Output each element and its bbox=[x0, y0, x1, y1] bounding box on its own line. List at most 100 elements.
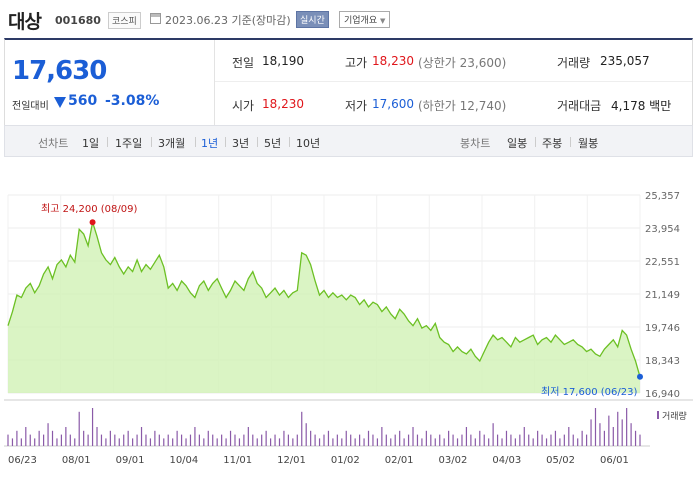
volume-bar bbox=[96, 427, 98, 446]
volume-bar bbox=[16, 430, 18, 446]
volume-bar bbox=[394, 434, 396, 446]
volume-bar bbox=[634, 430, 637, 446]
volume-bar bbox=[434, 438, 436, 446]
volume-legend-swatch bbox=[657, 411, 659, 419]
x-tick-label: 06/23 bbox=[8, 455, 37, 466]
x-tick-label: 06/01 bbox=[600, 455, 629, 466]
y-tick-label: 18,343 bbox=[645, 356, 680, 367]
volume-bar bbox=[483, 434, 485, 446]
tab-period-3m[interactable]: 3개월 bbox=[158, 137, 186, 150]
volume-bar bbox=[154, 430, 156, 446]
volume-bar bbox=[505, 430, 508, 446]
volume-bar bbox=[403, 438, 405, 446]
down-arrow-icon bbox=[54, 97, 66, 108]
volume-bar bbox=[25, 427, 27, 446]
x-tick-label: 11/01 bbox=[223, 455, 252, 466]
volume-bar bbox=[243, 434, 245, 446]
volume-legend-label: 거래량 bbox=[662, 410, 687, 422]
volume-bar bbox=[594, 408, 597, 446]
volume-bar bbox=[29, 434, 31, 446]
volume-bar bbox=[603, 430, 605, 446]
volume-bar bbox=[118, 438, 120, 446]
base-date: 2023.06.23 기준(장마감) bbox=[165, 14, 291, 27]
volume-bar bbox=[278, 438, 281, 446]
tab-candle-daily[interactable]: 일봉 bbox=[507, 137, 528, 150]
stock-header: 대상 001680 코스피 2023.06.23 기준(장마감) 실시간 기업개… bbox=[0, 0, 693, 38]
amount-value: 4,178 백만 bbox=[611, 99, 672, 113]
volume-bar bbox=[465, 427, 468, 446]
volume-bar bbox=[519, 434, 521, 446]
volume-bar bbox=[496, 434, 499, 446]
volume-bar bbox=[412, 427, 414, 446]
volume-bar bbox=[172, 438, 174, 446]
volume-bar bbox=[399, 430, 401, 446]
divider bbox=[107, 137, 108, 147]
volume-bar bbox=[207, 430, 209, 446]
price-line bbox=[7, 222, 641, 377]
volume-bar bbox=[198, 434, 200, 446]
volume-bar bbox=[510, 434, 512, 446]
divider bbox=[151, 137, 152, 147]
volume-bar bbox=[554, 430, 557, 446]
volume-bar bbox=[100, 434, 103, 446]
high-value: 18,230 bbox=[372, 54, 414, 68]
volume-bar bbox=[34, 438, 36, 446]
prev-close-label: 전일 bbox=[232, 56, 255, 70]
company-name: 대상 bbox=[8, 11, 42, 33]
volume-bar bbox=[363, 438, 365, 446]
y-tick-label: 16,940 bbox=[645, 389, 680, 400]
volume-bar bbox=[572, 434, 574, 446]
volume-bar bbox=[367, 430, 370, 446]
volume-bar bbox=[20, 438, 22, 446]
tab-period-1y[interactable]: 1년 bbox=[201, 137, 219, 150]
volume-bar bbox=[51, 430, 54, 446]
volume-bar bbox=[425, 430, 427, 446]
volume-bar bbox=[252, 434, 254, 446]
volume-bar bbox=[163, 438, 165, 446]
volume-bar bbox=[83, 430, 85, 446]
volume-bar bbox=[132, 438, 134, 446]
tab-period-1w[interactable]: 1주일 bbox=[115, 137, 143, 150]
line-chart-label: 선차트 bbox=[38, 137, 69, 150]
tab-period-3y[interactable]: 3년 bbox=[232, 137, 250, 150]
volume-bar bbox=[385, 434, 387, 446]
volume-bar bbox=[274, 434, 276, 446]
volume-bar bbox=[523, 427, 525, 446]
min-label: 최저 17,600 (06/23) bbox=[541, 386, 637, 398]
open-label: 시가 bbox=[232, 99, 255, 113]
tab-period-1d[interactable]: 1일 bbox=[82, 137, 100, 150]
tab-period-5y[interactable]: 5년 bbox=[264, 137, 282, 150]
volume-bar bbox=[256, 438, 258, 446]
volume-bar bbox=[545, 438, 548, 446]
company-info-button[interactable]: 기업개요 ▼ bbox=[339, 11, 391, 28]
tab-period-10y[interactable]: 10년 bbox=[296, 137, 321, 150]
low-value: 17,600 bbox=[372, 97, 414, 111]
volume-bar bbox=[550, 434, 552, 446]
low-label: 저가 bbox=[345, 99, 368, 113]
volume-bar bbox=[310, 430, 312, 446]
volume-bar bbox=[56, 438, 58, 446]
volume-bar bbox=[639, 434, 641, 446]
volume-bar bbox=[608, 415, 610, 446]
tab-candle-monthly[interactable]: 월봉 bbox=[578, 137, 599, 150]
tab-candle-weekly[interactable]: 주봉 bbox=[542, 137, 563, 150]
volume-bar bbox=[314, 434, 316, 446]
volume-bar bbox=[617, 411, 619, 446]
realtime-button[interactable]: 실시간 bbox=[296, 11, 329, 28]
divider bbox=[289, 137, 290, 147]
volume-bar bbox=[488, 438, 490, 446]
volume-bar bbox=[238, 438, 241, 446]
volume-bar bbox=[109, 430, 111, 446]
volume-bar bbox=[292, 438, 294, 446]
volume-bar bbox=[149, 438, 152, 446]
volume-bar bbox=[612, 427, 614, 446]
volume-value: 235,057 bbox=[600, 54, 650, 68]
volume-bar bbox=[296, 434, 298, 446]
volume-bar bbox=[456, 438, 459, 446]
divider bbox=[225, 137, 226, 147]
price-row-1: 전일 18,190 고가 18,230 (상한가 23,600) 거래량 235… bbox=[215, 40, 692, 82]
volume-bar bbox=[621, 419, 623, 446]
upper-limit: (상한가 23,600) bbox=[418, 56, 507, 70]
volume-bar bbox=[145, 434, 147, 446]
volume-bar bbox=[559, 438, 561, 446]
